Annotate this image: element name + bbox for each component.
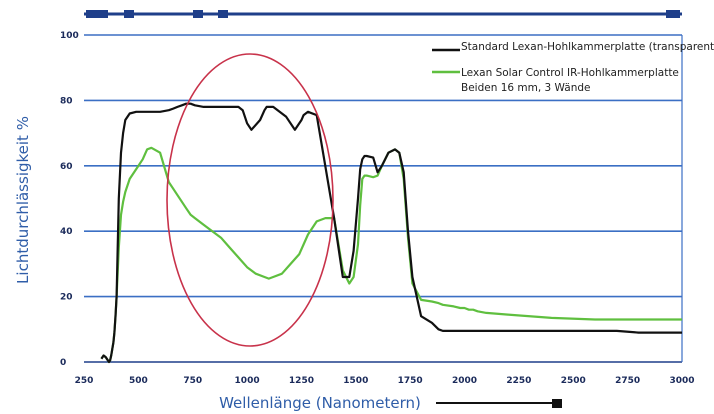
top-marker xyxy=(86,10,108,18)
y-tick-label: 0 xyxy=(60,358,66,368)
series-line xyxy=(100,146,682,364)
y-tick-label: 80 xyxy=(60,96,73,106)
x-tick-label: 2750 xyxy=(615,376,640,386)
series-lines xyxy=(100,102,682,364)
x-tick-label: 2250 xyxy=(506,376,531,386)
x-tick-labels: 250 500 750 1000 1250 1500 1750 2000 2250 2500 275… xyxy=(75,376,695,386)
x-axis-arrow-head xyxy=(552,399,562,408)
x-tick-label: 1000 xyxy=(235,376,260,386)
x-tick-label: 250 xyxy=(75,376,94,386)
top-marker xyxy=(218,10,228,18)
x-tick-label: 2000 xyxy=(452,376,477,386)
top-marker xyxy=(666,10,680,18)
legend: Standard Lexan-Hohlkammerplatte (transpa… xyxy=(432,41,714,94)
y-axis-title: Lichtdurchlässigkeit % xyxy=(14,116,32,284)
y-tick-label: 100 xyxy=(60,31,79,41)
x-tick-label: 2500 xyxy=(561,376,586,386)
x-tick-label: 500 xyxy=(129,376,148,386)
x-tick-label: 1500 xyxy=(343,376,368,386)
top-marker xyxy=(193,10,203,18)
top-decoration xyxy=(84,10,682,18)
y-tick-label: 40 xyxy=(60,227,73,237)
y-tick-label: 60 xyxy=(60,162,73,172)
x-tick-label: 1750 xyxy=(398,376,423,386)
top-marker xyxy=(124,10,134,18)
legend-label-solar-control: Lexan Solar Control IR-Hohlkammerplatte xyxy=(461,67,679,79)
y-tick-label: 20 xyxy=(60,293,73,303)
plot-frame xyxy=(84,35,683,363)
gridlines xyxy=(84,34,682,298)
legend-note: Beiden 16 mm, 3 Wände xyxy=(461,82,590,94)
x-tick-label: 750 xyxy=(183,376,202,386)
x-tick-label: 3000 xyxy=(669,376,694,386)
x-axis-arrow xyxy=(436,399,562,408)
y-tick-labels: 0 20 40 60 80 100 xyxy=(60,31,79,368)
legend-label-standard: Standard Lexan-Hohlkammerplatte (transpa… xyxy=(461,41,714,53)
highlight-ellipse xyxy=(166,53,334,347)
x-tick-label: 1250 xyxy=(289,376,314,386)
x-axis-title: Wellenlänge (Nanometern) xyxy=(219,394,421,412)
series-line xyxy=(100,102,682,364)
